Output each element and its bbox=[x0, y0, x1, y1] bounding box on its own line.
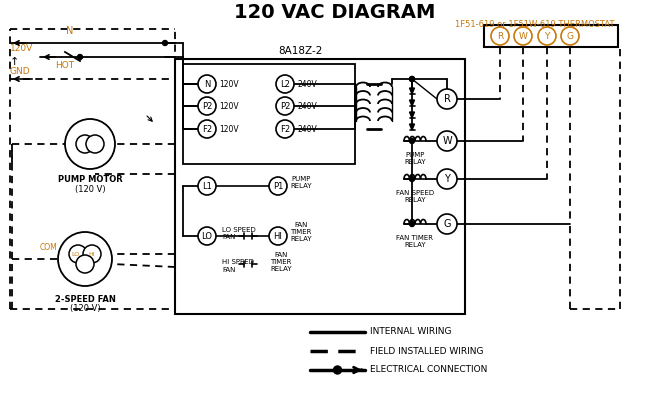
Text: FAN
TIMER
RELAY: FAN TIMER RELAY bbox=[270, 252, 291, 272]
Circle shape bbox=[83, 245, 101, 263]
Circle shape bbox=[561, 27, 579, 45]
Circle shape bbox=[69, 245, 87, 263]
Polygon shape bbox=[409, 112, 415, 118]
Text: HOT: HOT bbox=[55, 60, 74, 70]
Text: ↑: ↑ bbox=[10, 57, 19, 67]
Circle shape bbox=[76, 135, 94, 153]
Text: 120V: 120V bbox=[10, 44, 34, 52]
Text: R: R bbox=[497, 31, 503, 41]
Text: 240V: 240V bbox=[297, 124, 317, 134]
Text: PUMP MOTOR: PUMP MOTOR bbox=[58, 174, 123, 184]
Circle shape bbox=[437, 89, 457, 109]
Text: G: G bbox=[567, 31, 574, 41]
Text: INTERNAL WIRING: INTERNAL WIRING bbox=[370, 328, 452, 336]
Bar bbox=[175, 59, 465, 314]
Circle shape bbox=[198, 120, 216, 138]
Text: N: N bbox=[204, 80, 210, 88]
Circle shape bbox=[163, 41, 168, 46]
Text: HI SPEED
FAN: HI SPEED FAN bbox=[222, 259, 254, 272]
Text: Y: Y bbox=[544, 31, 549, 41]
Text: PUMP
RELAY: PUMP RELAY bbox=[404, 152, 426, 165]
Text: F2: F2 bbox=[280, 124, 290, 134]
Text: 240V: 240V bbox=[297, 80, 317, 88]
Circle shape bbox=[514, 27, 532, 45]
Circle shape bbox=[198, 97, 216, 115]
Text: F2: F2 bbox=[202, 124, 212, 134]
Circle shape bbox=[409, 77, 415, 82]
Text: FIELD INSTALLED WIRING: FIELD INSTALLED WIRING bbox=[370, 347, 484, 355]
Text: 240V: 240V bbox=[297, 101, 317, 111]
Circle shape bbox=[437, 131, 457, 151]
Text: Y: Y bbox=[444, 174, 450, 184]
Circle shape bbox=[538, 27, 556, 45]
Text: W: W bbox=[442, 136, 452, 146]
Text: (120 V): (120 V) bbox=[74, 184, 105, 194]
Text: LO: LO bbox=[202, 232, 212, 241]
Polygon shape bbox=[409, 88, 415, 94]
Circle shape bbox=[58, 232, 112, 286]
Polygon shape bbox=[409, 124, 415, 130]
Text: LO SPEED
FAN: LO SPEED FAN bbox=[222, 227, 256, 240]
Circle shape bbox=[269, 227, 287, 245]
Circle shape bbox=[491, 27, 509, 45]
Text: (120 V): (120 V) bbox=[70, 305, 100, 313]
Text: FAN TIMER
RELAY: FAN TIMER RELAY bbox=[397, 235, 433, 248]
Text: 1F51-619 or 1F51W-619 THERMOSTAT: 1F51-619 or 1F51W-619 THERMOSTAT bbox=[455, 20, 615, 28]
Text: P1: P1 bbox=[273, 181, 283, 191]
Circle shape bbox=[409, 139, 415, 143]
Text: GND: GND bbox=[10, 67, 31, 76]
Text: ELECTRICAL CONNECTION: ELECTRICAL CONNECTION bbox=[370, 365, 487, 375]
Circle shape bbox=[437, 169, 457, 189]
Text: G: G bbox=[444, 219, 451, 229]
Circle shape bbox=[198, 227, 216, 245]
Circle shape bbox=[437, 214, 457, 234]
Text: P2: P2 bbox=[280, 101, 290, 111]
Text: N: N bbox=[66, 26, 74, 36]
Circle shape bbox=[76, 255, 94, 273]
Circle shape bbox=[276, 75, 294, 93]
Bar bbox=[183, 64, 355, 164]
Circle shape bbox=[78, 54, 82, 59]
Circle shape bbox=[409, 77, 415, 82]
Text: P2: P2 bbox=[202, 101, 212, 111]
Bar bbox=[484, 25, 618, 47]
Text: HI: HI bbox=[88, 251, 95, 256]
Text: COM: COM bbox=[40, 243, 57, 251]
Text: 8A18Z-2: 8A18Z-2 bbox=[278, 46, 322, 56]
Text: LO: LO bbox=[72, 251, 80, 256]
Polygon shape bbox=[409, 100, 415, 106]
Circle shape bbox=[409, 222, 415, 227]
Text: HI: HI bbox=[273, 232, 283, 241]
Circle shape bbox=[198, 75, 216, 93]
Circle shape bbox=[65, 119, 115, 169]
Text: 2-SPEED FAN: 2-SPEED FAN bbox=[54, 295, 115, 303]
Circle shape bbox=[198, 177, 216, 195]
Circle shape bbox=[276, 120, 294, 138]
Text: 120V: 120V bbox=[219, 80, 239, 88]
Text: FAN
TIMER
RELAY: FAN TIMER RELAY bbox=[290, 222, 312, 242]
Circle shape bbox=[269, 177, 287, 195]
Text: 120V: 120V bbox=[219, 124, 239, 134]
Text: W: W bbox=[519, 31, 527, 41]
Text: L2: L2 bbox=[280, 80, 290, 88]
Text: PUMP
RELAY: PUMP RELAY bbox=[290, 176, 312, 189]
Circle shape bbox=[409, 176, 415, 181]
Text: L1: L1 bbox=[202, 181, 212, 191]
Text: 120V: 120V bbox=[219, 101, 239, 111]
Text: FAN SPEED
RELAY: FAN SPEED RELAY bbox=[396, 190, 434, 203]
Circle shape bbox=[334, 366, 342, 374]
Text: 120 VAC DIAGRAM: 120 VAC DIAGRAM bbox=[234, 3, 436, 21]
Text: R: R bbox=[444, 94, 450, 104]
Circle shape bbox=[276, 97, 294, 115]
Circle shape bbox=[86, 135, 104, 153]
